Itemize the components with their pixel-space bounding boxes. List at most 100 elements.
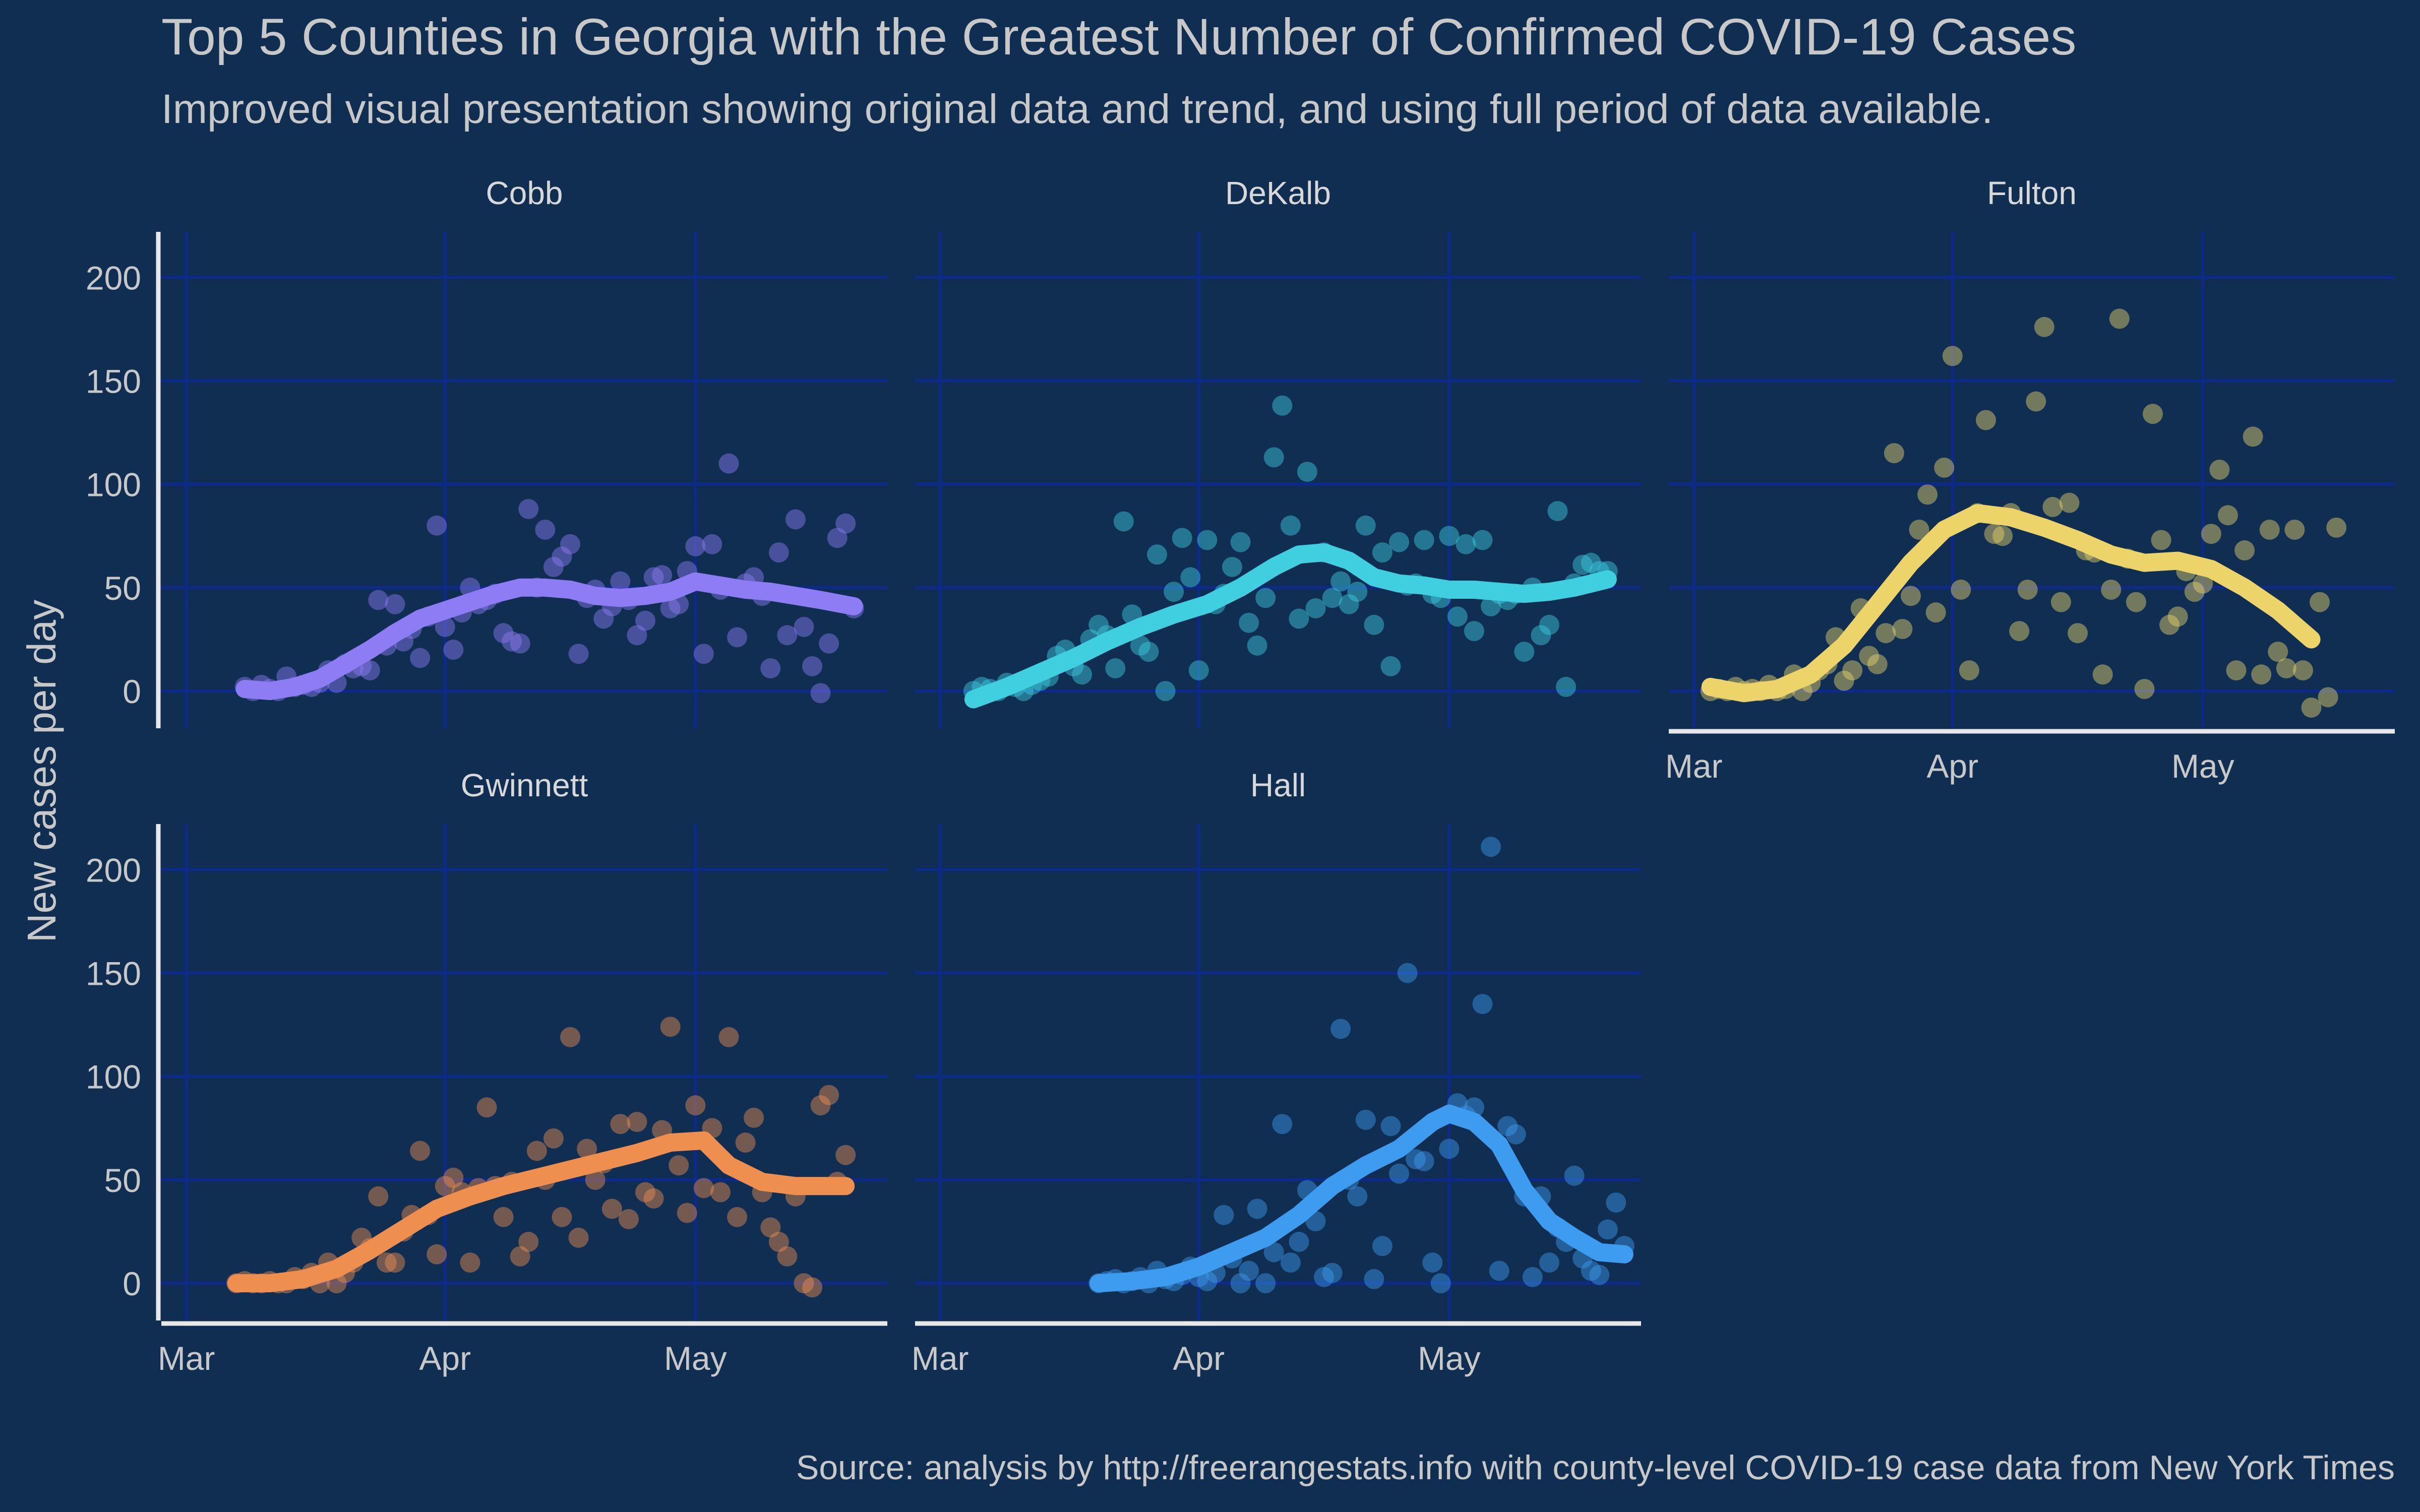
data-point — [1197, 530, 1218, 550]
data-point — [2268, 642, 2288, 662]
data-point — [2159, 614, 2180, 635]
data-point — [2234, 540, 2255, 561]
data-point — [1522, 1267, 1543, 1287]
data-point — [1364, 614, 1384, 635]
data-point — [677, 1203, 697, 1223]
chart-subtitle: Improved visual presentation showing ori… — [161, 86, 1993, 132]
data-point — [760, 1217, 781, 1238]
data-point — [1531, 625, 1551, 646]
data-point — [827, 528, 848, 548]
data-point — [552, 546, 572, 567]
data-point — [635, 610, 655, 631]
data-point — [368, 1186, 389, 1207]
data-point — [802, 1277, 823, 1298]
data-point — [476, 1097, 497, 1118]
data-point — [1984, 524, 2005, 544]
data-point — [1397, 963, 1418, 983]
data-point — [1430, 1273, 1451, 1294]
data-point — [2017, 580, 2038, 600]
data-point — [1380, 656, 1401, 676]
data-point — [768, 542, 789, 563]
data-point — [768, 1232, 789, 1252]
data-point — [1597, 1219, 1618, 1240]
data-point — [1322, 1263, 1343, 1283]
data-point — [1564, 1165, 1585, 1186]
trend-line — [964, 543, 1617, 709]
data-point — [2301, 697, 2322, 718]
data-point — [1539, 614, 1559, 635]
data-point — [2243, 426, 2263, 447]
data-point — [410, 648, 431, 668]
data-point — [2251, 664, 2272, 685]
data-point — [1330, 571, 1351, 592]
data-point — [2310, 592, 2330, 612]
data-point — [1072, 664, 1093, 685]
data-point — [2109, 308, 2130, 329]
chart-title: Top 5 Counties in Georgia with the Great… — [161, 8, 2076, 66]
data-point — [735, 1132, 756, 1153]
data-point — [518, 1232, 539, 1252]
panel-title: Gwinnett — [461, 767, 588, 803]
data-point — [1581, 552, 1601, 573]
x-tick-label: May — [664, 1340, 727, 1377]
x-tick-label: Apr — [419, 1340, 471, 1377]
data-point — [359, 660, 380, 681]
y-tick-label: 150 — [86, 363, 141, 400]
data-point — [2209, 459, 2230, 480]
data-point — [1472, 994, 1493, 1015]
data-point — [2201, 524, 2221, 544]
data-point — [2217, 505, 2238, 526]
data-point — [1364, 1269, 1384, 1289]
data-point — [2009, 621, 2030, 642]
data-point — [2068, 623, 2088, 644]
data-point — [518, 498, 539, 519]
data-point — [1439, 526, 1460, 546]
panel-title: Hall — [1250, 767, 1306, 803]
data-point — [368, 590, 389, 610]
data-point — [1172, 528, 1192, 548]
data-point — [1514, 642, 1535, 662]
data-point — [1188, 660, 1209, 681]
data-point — [1372, 542, 1393, 563]
trend-line — [1090, 1104, 1634, 1293]
data-point — [2026, 391, 2046, 412]
data-point — [1917, 484, 1938, 505]
data-point — [1280, 515, 1301, 536]
data-point — [1901, 586, 1921, 606]
data-point — [1414, 530, 1434, 550]
data-point — [435, 616, 455, 637]
data-point — [1389, 532, 1409, 552]
data-point — [1472, 530, 1493, 550]
data-point — [1439, 1139, 1460, 1159]
data-point — [693, 1178, 714, 1199]
data-point — [810, 683, 831, 704]
data-point — [1389, 1163, 1409, 1184]
data-point — [1314, 1267, 1335, 1287]
data-point — [819, 633, 839, 654]
data-point — [510, 1246, 530, 1267]
data-point — [560, 1027, 581, 1047]
data-point — [1230, 1273, 1251, 1294]
data-point — [543, 1128, 564, 1149]
data-point — [443, 1167, 464, 1188]
data-point — [2059, 492, 2080, 513]
data-point — [2292, 660, 2313, 681]
y-tick-label: 100 — [86, 466, 141, 503]
data-point — [2318, 687, 2338, 708]
data-point — [627, 625, 647, 646]
data-point — [1230, 532, 1251, 552]
data-point — [777, 625, 798, 646]
data-point — [577, 1139, 597, 1159]
data-point — [427, 1244, 447, 1265]
data-point — [727, 627, 748, 648]
data-point — [1289, 1232, 1309, 1252]
data-point — [660, 1017, 681, 1037]
data-point — [1247, 1199, 1267, 1219]
data-point — [819, 1085, 839, 1105]
data-point — [1606, 1192, 1626, 1213]
data-point — [435, 1176, 455, 1196]
y-axis-label: New cases per day — [19, 600, 64, 942]
data-point — [810, 1095, 831, 1116]
